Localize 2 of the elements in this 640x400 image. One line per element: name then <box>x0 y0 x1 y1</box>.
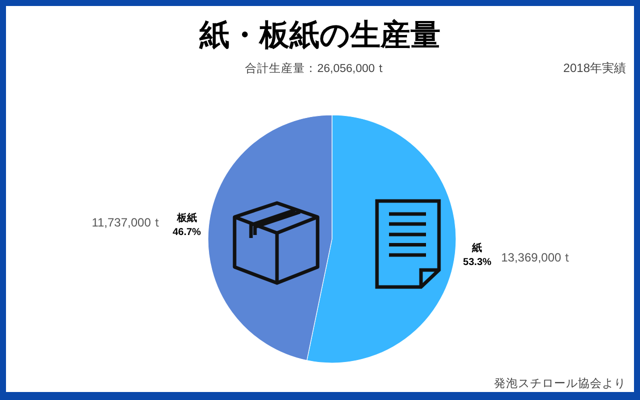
subtitle: 合計生産量：26,056,000ｔ <box>245 63 387 75</box>
title: 紙・板紙の生産量 <box>200 19 440 52</box>
